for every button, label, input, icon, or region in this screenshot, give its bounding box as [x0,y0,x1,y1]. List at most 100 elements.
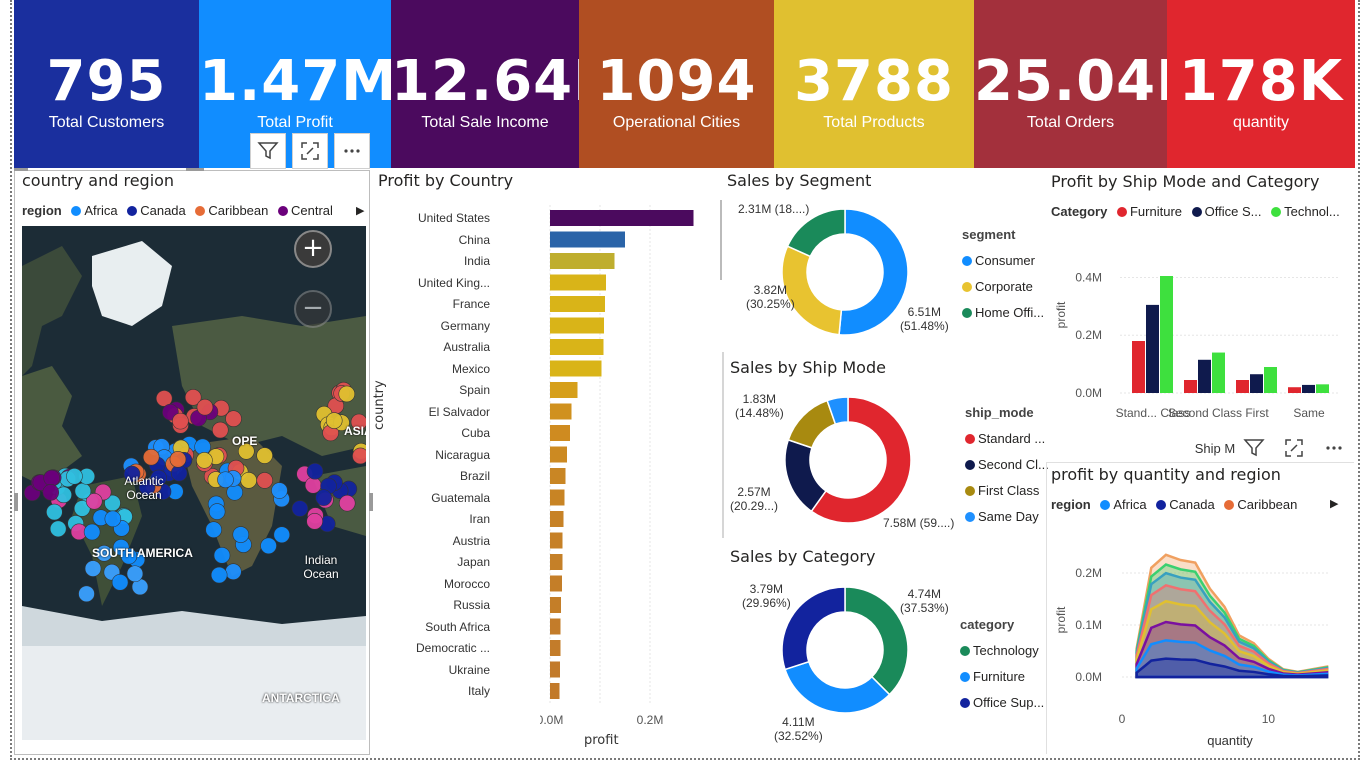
more-options-icon[interactable] [1316,430,1352,466]
ship-bar[interactable] [1302,384,1315,393]
focus-mode-icon[interactable] [292,133,328,169]
ship-bar[interactable] [1264,367,1277,393]
map-point[interactable] [306,513,323,530]
ship-bar[interactable] [1212,352,1225,393]
country-bar[interactable] [550,618,561,635]
country-bar[interactable] [550,210,694,226]
area-legend-africa[interactable]: Africa [1100,497,1147,512]
donut-legend-item[interactable]: Standard ... [965,426,1049,452]
map-point[interactable] [291,500,309,517]
map-point[interactable] [120,547,138,565]
map-point[interactable] [155,390,173,407]
donut-slice[interactable] [786,208,846,258]
map-point[interactable] [205,521,222,539]
donut-chart-2[interactable] [775,580,915,720]
map-legend-africa[interactable]: Africa [71,203,118,218]
map-point[interactable] [142,448,160,466]
donut-legend-item[interactable]: Home Offi... [962,300,1044,326]
filter-icon[interactable] [250,133,286,169]
map-point[interactable] [104,510,122,528]
map-point[interactable] [350,413,366,431]
map-point[interactable] [240,472,257,489]
map-point[interactable] [66,467,83,485]
map-point[interactable] [306,462,324,480]
map-point[interactable] [196,451,213,469]
ship-bar[interactable] [1160,276,1173,393]
map-point[interactable] [83,523,101,541]
map-point[interactable] [84,560,102,577]
donut-legend-item[interactable]: Second Cl... [965,452,1049,478]
map-point[interactable] [325,412,343,429]
donut-slice[interactable] [838,208,909,336]
profit-by-quantity-chart[interactable]: 0.0M 0.1M 0.2M 0 10 profit quantity [1050,525,1350,750]
map-point[interactable] [169,451,187,468]
ship-bar[interactable] [1132,341,1145,393]
map-point[interactable] [74,482,92,500]
map-point[interactable] [260,537,277,555]
kpi-card-4[interactable]: 3788 Total Products [774,0,974,168]
ship-bar[interactable] [1198,359,1211,393]
donut-legend-item[interactable]: Technology [960,638,1044,664]
donut-slice[interactable] [784,660,891,714]
map-point[interactable] [304,476,322,494]
map-legend-central[interactable]: Central [278,203,333,218]
donut-legend-item[interactable]: Office Sup... [960,690,1044,716]
ship-bar[interactable] [1184,380,1197,393]
map-point[interactable] [217,471,234,489]
map-point[interactable] [123,465,141,483]
map-point[interactable] [42,484,60,501]
ship-bar[interactable] [1236,380,1249,393]
country-bar[interactable] [550,511,564,527]
country-bar[interactable] [550,403,572,420]
country-bar[interactable] [550,554,563,570]
area-series[interactable] [1135,639,1329,679]
country-bar[interactable] [550,274,606,291]
kpi-card-5[interactable]: 25.04K Total Orders [974,0,1200,168]
donut-slice[interactable] [844,586,909,696]
legend-next-icon[interactable]: ▶ [356,204,365,217]
donut-legend-item[interactable]: Furniture [960,664,1044,690]
map-point[interactable] [111,574,129,591]
country-bar[interactable] [550,425,570,441]
ship-bar[interactable] [1146,304,1159,393]
donut-legend-item[interactable]: Consumer [962,248,1044,274]
profit-by-country-chart[interactable]: 0.0M 0.2M [540,200,720,740]
map-point[interactable] [138,478,156,496]
country-bar[interactable] [550,683,560,699]
area-legend-next-icon[interactable]: ▶ [1330,497,1339,510]
country-bar[interactable] [550,489,565,506]
country-bar[interactable] [550,446,567,463]
donut-legend-item[interactable]: Same Day [965,504,1049,530]
area-series[interactable] [1135,599,1329,679]
map-point[interactable] [210,566,228,584]
map-point[interactable] [211,421,229,439]
area-series[interactable] [1135,657,1329,679]
country-bar[interactable] [550,382,578,398]
donut-chart-1[interactable] [778,390,918,530]
map-point[interactable] [196,398,214,416]
map-point[interactable] [338,385,356,403]
donut-slice[interactable] [826,396,849,426]
map-point[interactable] [49,520,67,538]
kpi-card-0[interactable]: 795 Total Customers [14,0,199,168]
kpi-card-2[interactable]: 12.64M Total Sale Income [391,0,629,168]
legend-technology[interactable]: Technol... [1271,204,1340,219]
map-point[interactable] [43,469,60,487]
map-point[interactable] [273,526,291,544]
ship-bar[interactable] [1288,387,1301,393]
country-bar[interactable] [550,661,560,678]
donut-chart-0[interactable] [775,202,915,342]
donut-slice[interactable] [787,399,837,449]
map-point[interactable] [95,545,113,562]
map-point[interactable] [150,469,167,487]
area-legend-caribbean[interactable]: Caribbean [1224,497,1297,512]
map-legend-caribbean[interactable]: Caribbean [195,203,268,218]
donut-slice[interactable] [810,396,912,524]
area-legend-canada[interactable]: Canada [1156,497,1215,512]
map-point[interactable] [213,547,231,564]
country-bar[interactable] [550,360,602,377]
map-point[interactable] [85,492,103,510]
map-point[interactable] [256,447,273,464]
map-point[interactable] [208,503,226,520]
